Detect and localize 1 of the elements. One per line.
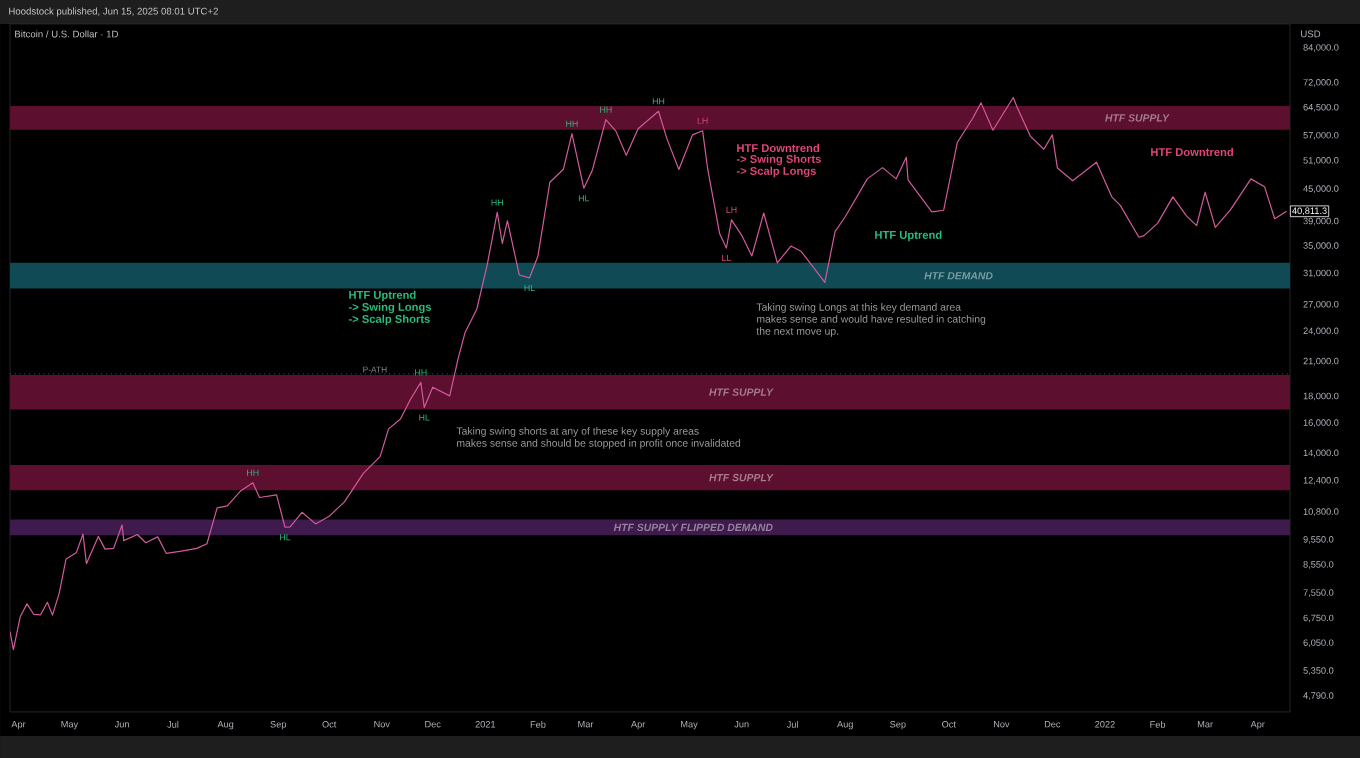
line-series <box>10 96 1288 651</box>
